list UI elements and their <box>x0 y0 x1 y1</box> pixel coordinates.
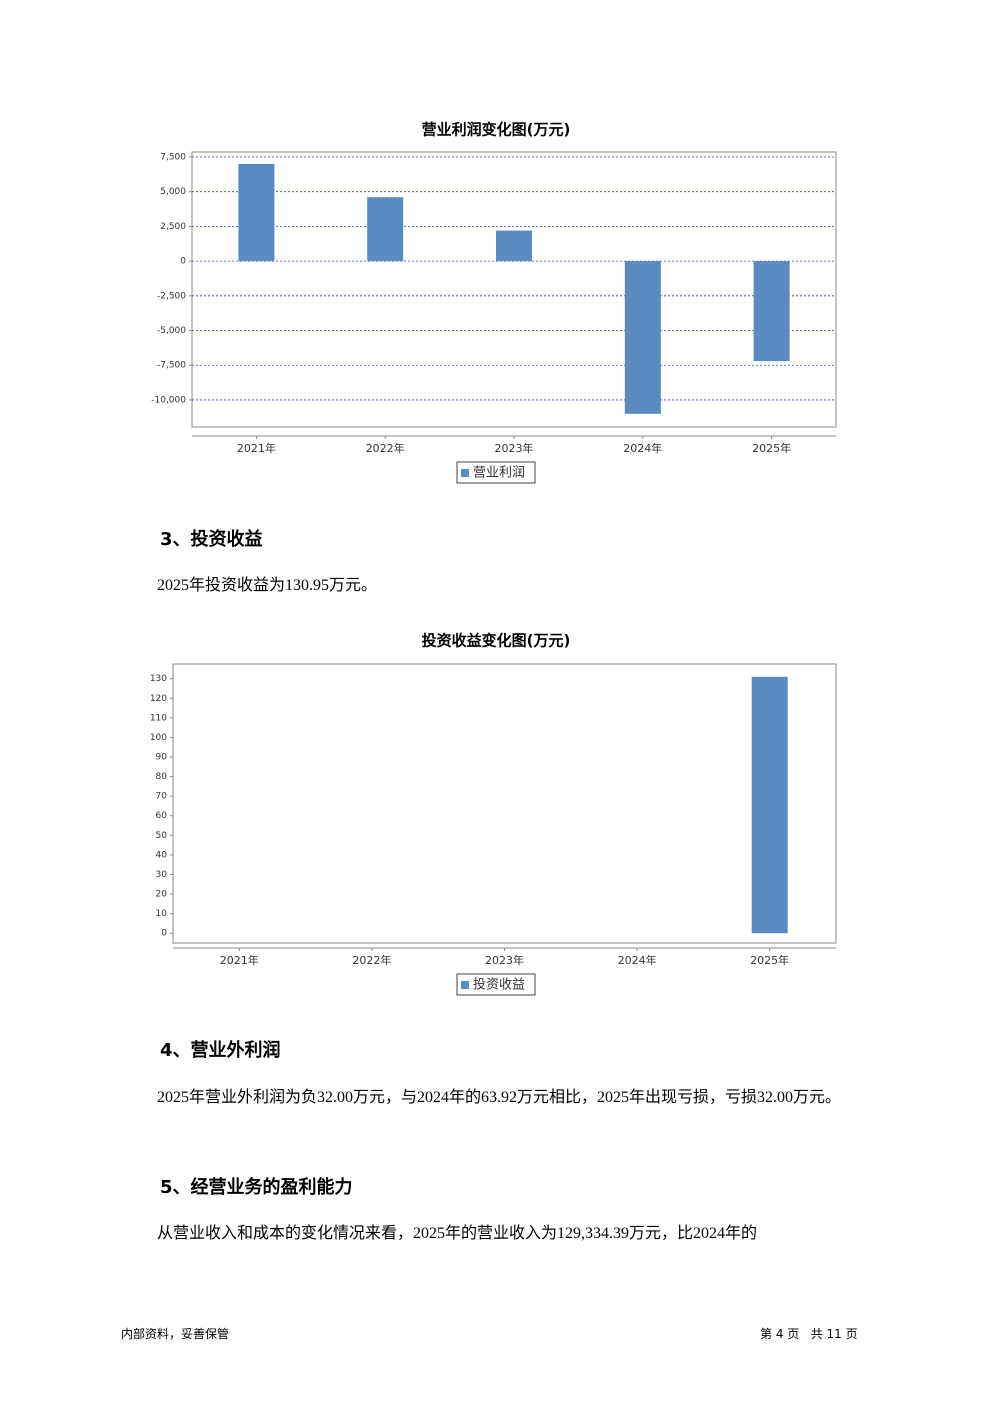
y-tick-label: 50 <box>156 831 168 841</box>
x-tick-label: 2024年 <box>618 953 657 967</box>
bar <box>624 261 661 414</box>
y-tick-label: -2,500 <box>157 291 186 301</box>
y-tick-label: 0 <box>161 929 167 939</box>
plot-area <box>172 663 837 944</box>
legend-box <box>456 461 536 484</box>
legend-label: 营业利润 <box>473 466 525 481</box>
y-tick-label: -5,000 <box>157 326 186 336</box>
y-tick-label: 40 <box>156 850 168 860</box>
y-tick-label: 5,000 <box>160 187 186 197</box>
chart-title: 投资收益变化图(万元) <box>422 632 571 650</box>
y-tick-label: 7,500 <box>160 152 186 162</box>
paragraph: 2025年投资收益为130.95万元。 <box>157 577 378 594</box>
y-tick-label: 90 <box>156 753 168 763</box>
y-tick-label: 20 <box>156 890 168 900</box>
y-tick-label: 80 <box>156 772 168 782</box>
plot-area <box>191 151 837 428</box>
y-tick-label: 110 <box>150 713 167 723</box>
footer-note: 内部资料，妥善保管 <box>121 1327 230 1341</box>
y-tick-label: 100 <box>150 733 167 743</box>
x-tick-label: 2025年 <box>750 953 789 967</box>
y-tick-label: 120 <box>150 694 167 704</box>
bar <box>753 261 790 362</box>
bar <box>496 230 532 262</box>
x-tick-label: 2022年 <box>366 441 405 455</box>
y-tick-label: 2,500 <box>160 222 186 232</box>
section-heading: 5、经营业务的盈利能力 <box>160 1177 353 1198</box>
x-tick-label: 2021年 <box>237 441 276 455</box>
section-heading: 4、营业外利润 <box>160 1040 281 1061</box>
x-tick-label: 2022年 <box>352 953 391 967</box>
x-tick-label: 2024年 <box>623 441 662 455</box>
x-tick-label: 2023年 <box>495 441 534 455</box>
bar <box>751 676 788 934</box>
y-tick-label: -7,500 <box>157 361 186 371</box>
y-tick-label: 30 <box>156 870 168 880</box>
paragraph: 2025年营业外利润为负32.00万元，与2024年的63.92万元相比，202… <box>157 1089 842 1106</box>
page-number: 第 4 页 共 11 页 <box>760 1327 858 1341</box>
legend-swatch <box>461 981 469 989</box>
legend-label: 投资收益 <box>473 977 525 993</box>
legend-swatch <box>461 469 469 477</box>
y-tick-label: 60 <box>156 811 168 821</box>
y-tick-label: -10,000 <box>151 395 186 405</box>
section-heading: 3、投资收益 <box>160 529 263 550</box>
paragraph: 从营业收入和成本的变化情况来看，2025年的营业收入为129,334.39万元，… <box>157 1225 758 1242</box>
x-tick-label: 2023年 <box>485 953 524 967</box>
legend-box <box>456 973 536 996</box>
y-tick-label: 10 <box>156 909 168 919</box>
x-tick-label: 2021年 <box>220 953 259 967</box>
x-tick-label: 2025年 <box>752 441 791 455</box>
bar <box>238 163 275 262</box>
bar <box>367 197 404 262</box>
y-tick-label: 0 <box>180 257 186 267</box>
y-tick-label: 70 <box>156 792 168 802</box>
chart-title: 营业利润变化图(万元) <box>422 121 571 139</box>
y-tick-label: 130 <box>150 674 167 684</box>
